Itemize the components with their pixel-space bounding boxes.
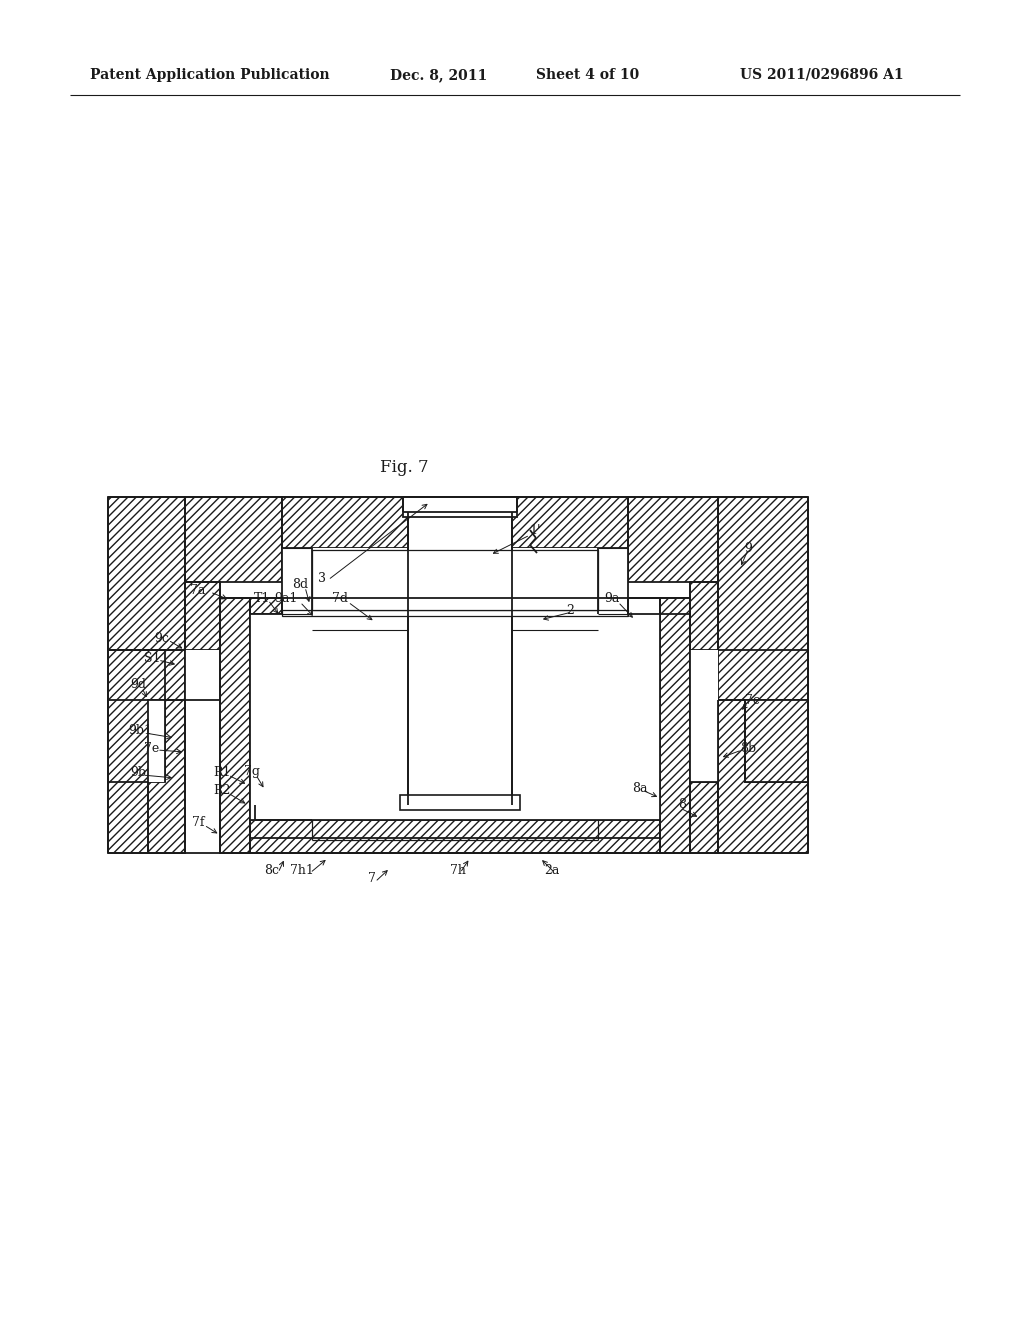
Text: Sheet 4 of 10: Sheet 4 of 10 (536, 69, 639, 82)
Text: US 2011/0296896 A1: US 2011/0296896 A1 (740, 69, 903, 82)
Text: 7h1: 7h1 (290, 863, 314, 876)
Polygon shape (408, 512, 512, 805)
Text: 9c: 9c (155, 631, 169, 644)
Polygon shape (185, 649, 220, 853)
Polygon shape (148, 700, 165, 781)
Text: 8a: 8a (632, 781, 648, 795)
Text: 2: 2 (566, 603, 573, 616)
Polygon shape (185, 582, 220, 649)
Polygon shape (250, 614, 660, 820)
Polygon shape (403, 498, 517, 517)
Polygon shape (250, 820, 660, 853)
Text: 7e: 7e (144, 742, 160, 755)
Text: 7c: 7c (744, 693, 760, 706)
Polygon shape (108, 700, 165, 781)
Polygon shape (282, 582, 628, 614)
Text: Fig. 7: Fig. 7 (380, 459, 429, 477)
Text: 7h: 7h (451, 863, 466, 876)
Text: 9d: 9d (130, 678, 146, 692)
Polygon shape (185, 498, 282, 582)
Polygon shape (282, 548, 628, 582)
Text: Dec. 8, 2011: Dec. 8, 2011 (390, 69, 487, 82)
Text: 9: 9 (744, 541, 752, 554)
Polygon shape (628, 598, 690, 614)
Polygon shape (745, 700, 808, 781)
Polygon shape (148, 700, 185, 853)
Text: Patent Application Publication: Patent Application Publication (90, 69, 330, 82)
Text: 7f: 7f (191, 816, 204, 829)
Text: 7g: 7g (244, 766, 260, 779)
Polygon shape (108, 498, 185, 853)
Text: 9a: 9a (604, 591, 620, 605)
Text: T1: T1 (254, 591, 270, 605)
Polygon shape (690, 781, 718, 853)
Text: 7: 7 (368, 871, 376, 884)
Text: 3: 3 (318, 572, 326, 585)
Polygon shape (108, 649, 185, 700)
Text: 1': 1' (529, 524, 541, 536)
Text: 9a1: 9a1 (274, 591, 298, 605)
Text: R1: R1 (213, 766, 230, 779)
Polygon shape (312, 550, 598, 610)
Polygon shape (718, 498, 808, 853)
Polygon shape (282, 498, 628, 548)
Polygon shape (628, 498, 718, 582)
Text: 8c: 8c (264, 863, 280, 876)
Polygon shape (690, 582, 718, 649)
Text: 9b: 9b (130, 766, 146, 779)
Text: R2: R2 (213, 784, 230, 796)
Polygon shape (400, 795, 520, 810)
Text: 7a: 7a (190, 583, 206, 597)
Text: 8d: 8d (292, 578, 308, 591)
Text: 8: 8 (678, 799, 686, 812)
Text: 9b1: 9b1 (128, 723, 152, 737)
Polygon shape (220, 598, 250, 853)
Polygon shape (745, 700, 808, 781)
Polygon shape (660, 598, 690, 853)
Text: 2a: 2a (545, 863, 560, 876)
Text: S1: S1 (143, 652, 160, 664)
Polygon shape (220, 598, 282, 614)
Text: 7d: 7d (332, 591, 348, 605)
Polygon shape (282, 610, 628, 616)
Polygon shape (690, 649, 718, 781)
Text: 8b: 8b (740, 742, 756, 755)
